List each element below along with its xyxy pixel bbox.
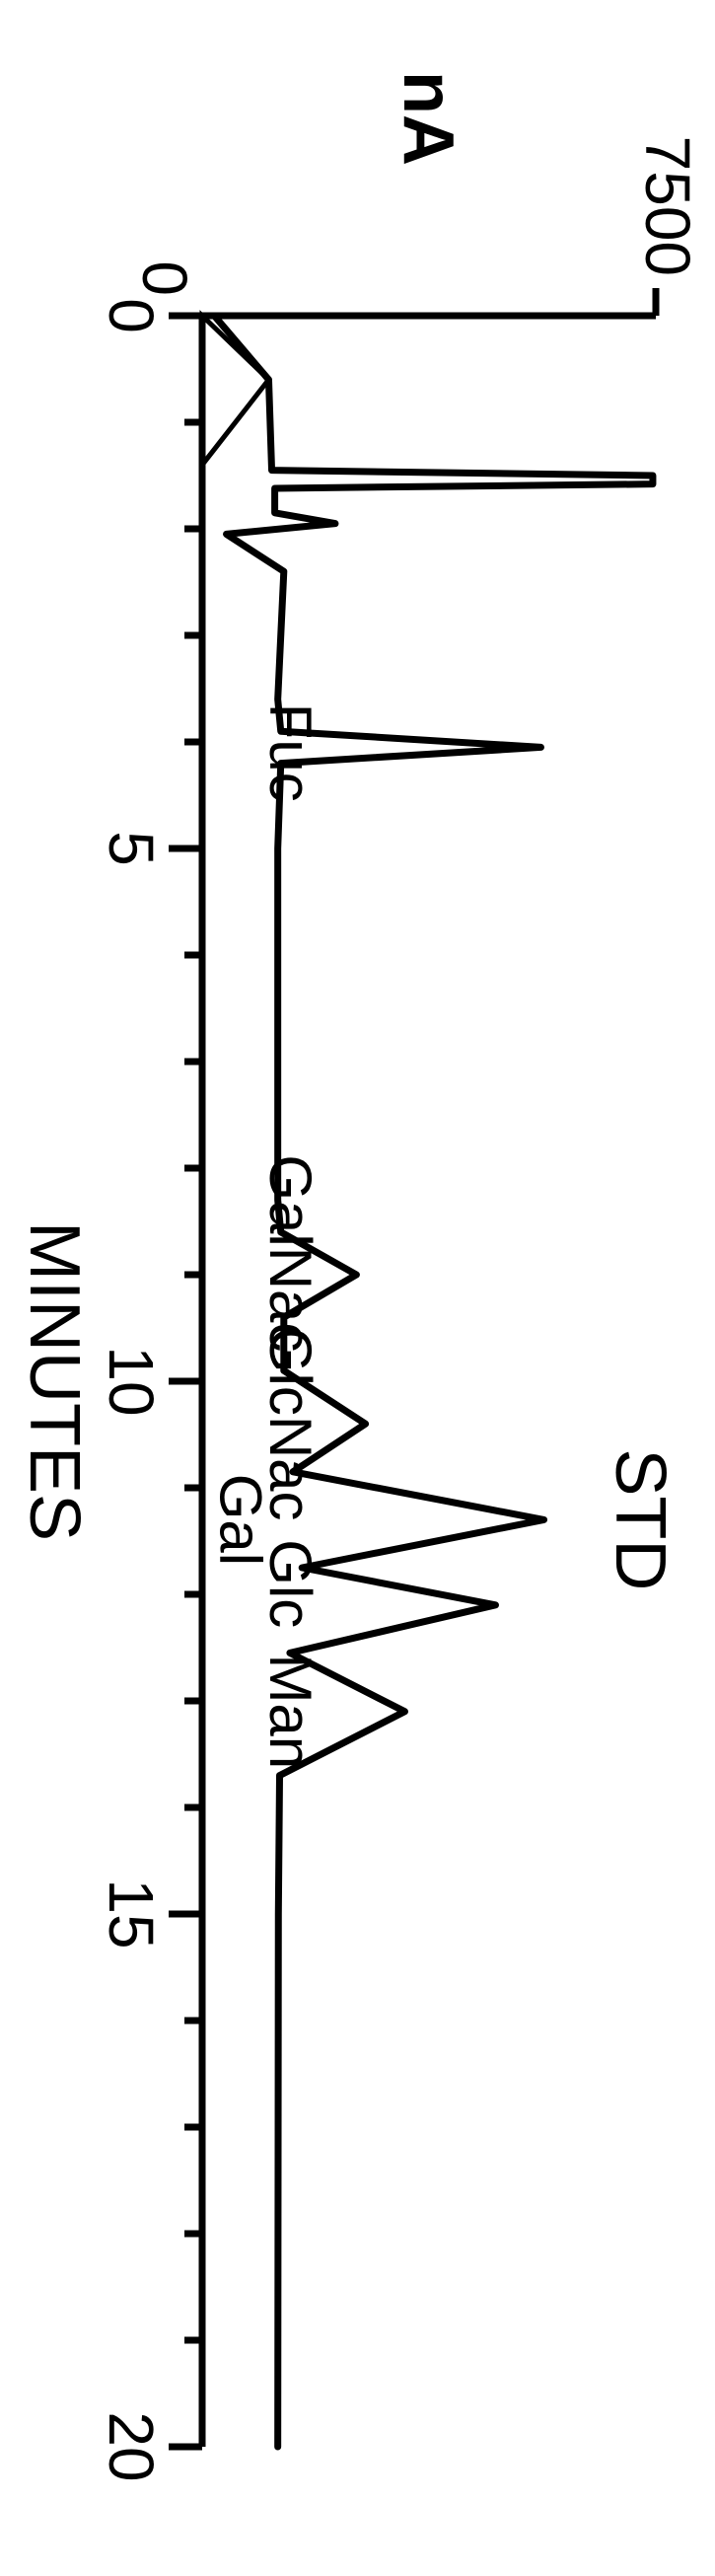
chromatogram-chart: 75000nA05101520MINUTESSTDFucGalNacGlcNac… [0,0,715,2576]
chromatogram-svg: 75000nA05101520MINUTESSTDFucGalNacGlcNac… [0,0,715,2576]
x-axis-label: MINUTES [15,1221,94,1541]
x-tick-label: 5 [96,831,167,866]
x-tick-label: 15 [96,1878,167,1949]
peak-label: GalNac [257,1154,323,1352]
x-tick-label: 0 [96,298,167,333]
chromatogram-rotated-container: 75000nA05101520MINUTESSTDFucGalNacGlcNac… [0,0,715,2576]
chart-background [0,0,715,2576]
x-tick-label: 20 [96,2411,167,2481]
y-tick-label: 0 [129,260,200,296]
x-tick-label: 10 [96,1346,167,1416]
chart-title: STD [601,1448,679,1590]
y-axis-label: nA [389,71,467,166]
peak-label: Glc [257,1539,323,1628]
peak-label: Fuc [257,703,323,802]
y-tick-label: 7500 [632,136,703,276]
peak-label: Man [257,1654,323,1769]
